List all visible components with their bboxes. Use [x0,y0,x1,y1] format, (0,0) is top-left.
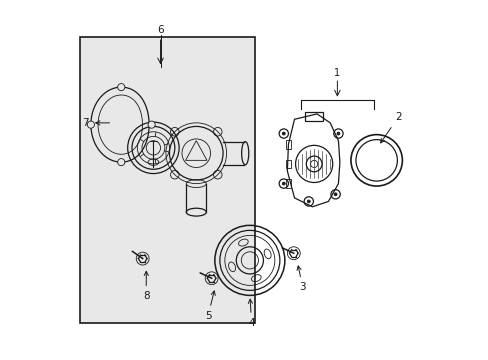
Text: 3: 3 [296,266,305,292]
Bar [285,159,290,168]
Text: 5: 5 [204,291,215,321]
Bar [285,140,290,149]
Bar [285,179,290,188]
Circle shape [307,200,309,203]
Circle shape [87,121,94,128]
Circle shape [333,193,336,196]
Circle shape [282,132,285,135]
Bar [305,112,323,121]
Circle shape [336,132,339,135]
Circle shape [118,84,124,91]
Text: 6: 6 [157,25,163,35]
Text: 8: 8 [142,271,149,301]
Text: 1: 1 [334,68,340,78]
Circle shape [148,121,155,128]
Text: 2: 2 [380,112,401,143]
Text: 4: 4 [248,299,254,328]
Circle shape [118,158,124,166]
Bar [80,37,255,323]
Circle shape [282,182,285,185]
Text: 7: 7 [82,118,109,128]
